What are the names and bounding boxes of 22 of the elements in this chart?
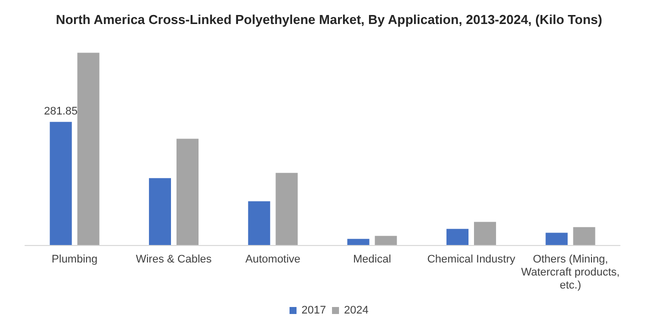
bar — [176, 138, 199, 245]
bar — [446, 228, 468, 245]
x-tick-label: Medical — [353, 254, 392, 266]
bar — [276, 172, 298, 245]
bar — [347, 238, 370, 245]
legend-label: 2024 — [344, 304, 368, 316]
x-tick-label: Others (Mining, Watercraft products, etc.) — [521, 254, 620, 292]
bar — [573, 227, 596, 245]
bar — [474, 222, 496, 245]
x-tick-label: Chemical Industry — [427, 254, 516, 266]
bar — [148, 178, 171, 245]
x-tick-label: Plumbing — [52, 254, 98, 266]
legend-label: 2017 — [302, 304, 326, 316]
bar — [50, 122, 72, 245]
bar — [374, 236, 397, 245]
x-tick-label: Automotive — [245, 254, 300, 266]
chart-title: North America Cross-Linked Polyethylene Market, By Application, 2013-2024, (Kilo Tons) — [56, 12, 602, 27]
x-tick-label: Wires & Cables — [136, 254, 212, 266]
data-label: 281.85 — [44, 105, 78, 118]
bar — [248, 201, 270, 245]
bar — [546, 232, 568, 245]
bar — [77, 52, 100, 245]
